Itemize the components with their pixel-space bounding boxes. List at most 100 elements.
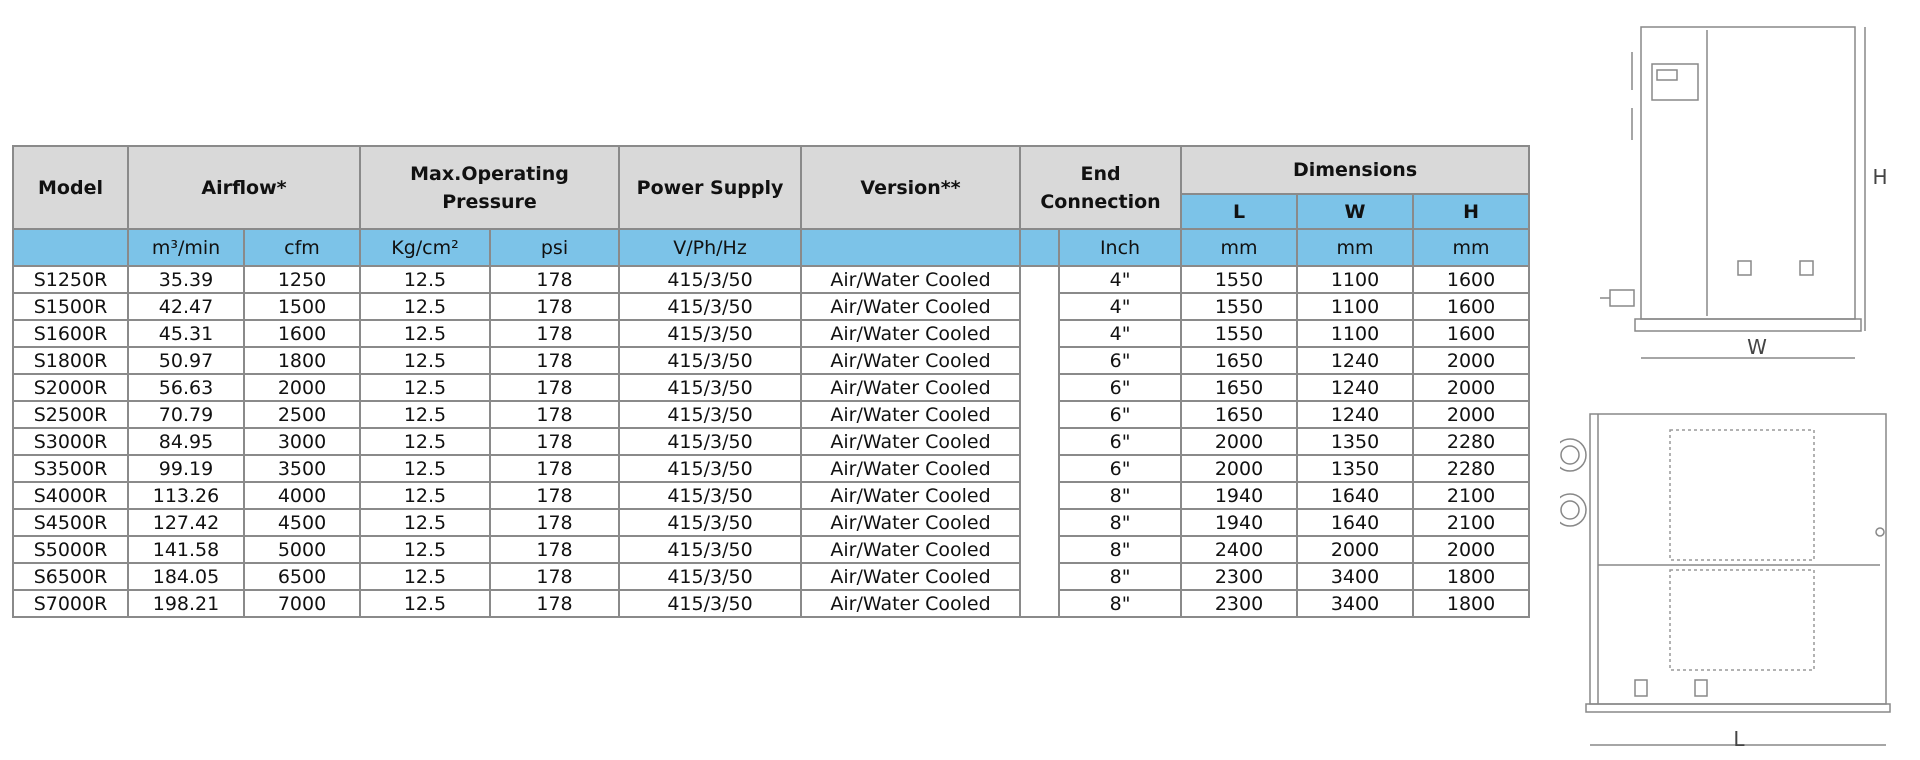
header-cell: Airflow*	[127, 145, 361, 230]
data-cell: 7000	[243, 589, 361, 618]
data-cell: 415/3/50	[618, 589, 803, 618]
data-cell: 1800	[243, 346, 361, 375]
data-cell: 2000	[1412, 535, 1531, 564]
diagram: H W L	[1560, 26, 1891, 751]
data-cell: 1640	[1296, 481, 1415, 510]
data-cell: 141.58	[127, 535, 245, 564]
data-cell: S1800R	[12, 346, 129, 375]
data-cell: 178	[488, 265, 621, 294]
data-cell: 178	[488, 508, 621, 537]
data-cell: 6"	[1058, 454, 1183, 483]
data-cell: 178	[488, 589, 621, 618]
data-cell: 35.39	[127, 265, 245, 294]
unit-cell: mm	[1296, 228, 1415, 267]
data-cell: 1240	[1296, 373, 1415, 402]
data-cell: 415/3/50	[618, 400, 803, 429]
data-cell: Air/Water Cooled	[800, 319, 1022, 348]
data-cell: 415/3/50	[618, 346, 803, 375]
data-cell: 12.5	[359, 292, 491, 321]
data-cell: 1100	[1296, 265, 1415, 294]
data-cell: 6"	[1058, 427, 1183, 456]
unit-cell: cfm	[243, 228, 361, 267]
data-cell: 178	[488, 562, 621, 591]
header-cell: Model	[12, 145, 129, 230]
dim-header: L	[1180, 193, 1299, 230]
data-cell: 1100	[1296, 292, 1415, 321]
data-cell: 1650	[1180, 373, 1299, 402]
data-row: S3500R 99.19 3500 12.5 178 415/3/50 Air/Water …	[12, 454, 1531, 483]
data-row: S1800R 50.97 1800 12.5 178 415/3/50 Air/Water …	[12, 346, 1531, 375]
data-cell: 4000	[243, 481, 361, 510]
data-cell: S7000R	[12, 589, 129, 618]
data-cell: 4"	[1058, 265, 1183, 294]
length-label: L	[1733, 727, 1745, 751]
data-cell: 12.5	[359, 454, 491, 483]
header-cell: Max.Operating Pressure	[358, 145, 621, 230]
data-row: S2000R 56.63 2000 12.5 178 415/3/50 Air/Water …	[12, 373, 1531, 402]
data-cell: 84.95	[127, 427, 245, 456]
data-cell: 178	[488, 454, 621, 483]
data-cell: 3400	[1296, 589, 1415, 618]
data-row: S7000R 198.21 7000 12.5 178 415/3/50 Air/Water…	[12, 589, 1531, 618]
data-cell: 2000	[1412, 346, 1531, 375]
data-cell: S2000R	[12, 373, 129, 402]
data-cell: 45.31	[127, 319, 245, 348]
data-cell: 1350	[1296, 427, 1415, 456]
data-cell: 178	[488, 346, 621, 375]
data-cell: Air/Water Cooled	[800, 400, 1022, 429]
data-cell: Air/Water Cooled	[800, 373, 1022, 402]
data-cell: 2000	[1180, 454, 1299, 483]
data-cell: 415/3/50	[618, 454, 803, 483]
data-cell: 1800	[1412, 589, 1531, 618]
data-cell: 1240	[1296, 400, 1415, 429]
data-cell: 1940	[1180, 508, 1299, 537]
unit-cell: mm	[1412, 228, 1531, 267]
data-cell: 415/3/50	[618, 535, 803, 564]
header-cell: Version**	[800, 145, 1022, 230]
data-cell: 2000	[1296, 535, 1415, 564]
data-cell: 12.5	[359, 427, 491, 456]
units-row: m³/min cfm Kg/cm² psi V/Ph/Hz Inch mm mm mm	[12, 228, 1531, 267]
data-cell: 12.5	[359, 265, 491, 294]
data-cell: 178	[488, 292, 621, 321]
data-cell: 1940	[1180, 481, 1299, 510]
data-cell: S3500R	[12, 454, 129, 483]
unit-cell: m³/min	[127, 228, 245, 267]
data-row: S4000R 113.26 4000 12.5 178 415/3/50 Air/Water…	[12, 481, 1531, 510]
data-cell: 113.26	[127, 481, 245, 510]
unit-cell: Kg/cm²	[359, 228, 491, 267]
data-cell: 184.05	[127, 562, 245, 591]
data-cell: Air/Water Cooled	[800, 265, 1022, 294]
unit-cell	[12, 228, 129, 267]
data-cell: 6"	[1058, 400, 1183, 429]
dim-header: H	[1412, 193, 1531, 230]
data-cell: 8"	[1058, 508, 1183, 537]
data-cell: 1350	[1296, 454, 1415, 483]
data-row: S4500R 127.42 4500 12.5 178 415/3/50 Air/Water…	[12, 508, 1531, 537]
data-cell: 12.5	[359, 319, 491, 348]
data-cell: 415/3/50	[618, 508, 803, 537]
data-cell: 12.5	[359, 400, 491, 429]
data-cell: 415/3/50	[618, 265, 803, 294]
data-cell: 4"	[1058, 319, 1183, 348]
data-cell: 4"	[1058, 292, 1183, 321]
data-cell: 1100	[1296, 319, 1415, 348]
data-row: S1250R 35.39 1250 12.5 178 415/3/50 Air/Water …	[12, 265, 1531, 618]
unit-cell: Inch	[1058, 228, 1183, 267]
data-cell: 2000	[1180, 427, 1299, 456]
dim-header: W	[1296, 193, 1415, 230]
data-cell: S3000R	[12, 427, 129, 456]
data-cell: 1500	[243, 292, 361, 321]
data-cell: 1650	[1180, 400, 1299, 429]
unit-cell	[1019, 228, 1061, 267]
data-row: S1600R 45.31 1600 12.5 178 415/3/50 Air/Water …	[12, 319, 1531, 348]
data-cell: 4500	[243, 508, 361, 537]
data-cell: 1650	[1180, 346, 1299, 375]
data-cell: Air/Water Cooled	[800, 562, 1022, 591]
data-cell: 415/3/50	[618, 319, 803, 348]
data-cell: 415/3/50	[618, 562, 803, 591]
data-cell: 1600	[243, 319, 361, 348]
data-cell: 2000	[1412, 400, 1531, 429]
data-row: S1500R 42.47 1500 12.5 178 415/3/50 Air/Water …	[12, 292, 1531, 321]
